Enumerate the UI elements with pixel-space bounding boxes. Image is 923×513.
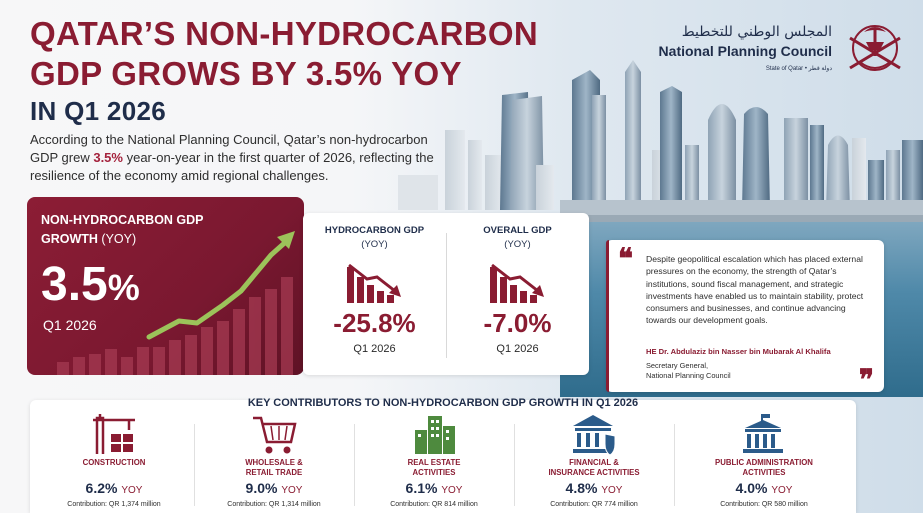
contributor-name-2: ACTIVITIES: [742, 468, 786, 477]
contributors-title: KEY CONTRIBUTORS TO NON-HYDROCARBON GDP …: [247, 397, 639, 409]
main-metric-title: NON-HYDROCARBON GDP GROWTH (YOY): [41, 211, 211, 249]
quote-role: Secretary General, National Planning Cou…: [646, 361, 731, 381]
logo-state-text: State of Qatar • دولة قطر: [765, 66, 832, 72]
contributor-name: CONSTRUCTION: [34, 458, 194, 468]
quote-speaker: HE Dr. Abdulaziz bin Nasser bin Mubarak …: [646, 347, 831, 356]
contributor-value: 9.0% YOY: [194, 480, 354, 496]
quote-card: ❝ Despite geopolitical escalation which …: [606, 240, 884, 396]
contributor-divider: [354, 424, 355, 506]
overall-gdp-metric: OVERALL GDP (YOY) -7.0% Q1 2026: [446, 213, 589, 375]
metric-value: -7.0%: [483, 308, 552, 338]
side-metrics-card: HYDROCARBON GDP (YOY) -25.8% Q1 2026 OVE…: [303, 213, 589, 375]
main-metric-title-2: GROWTH: [41, 232, 102, 246]
shopping-cart-icon: [253, 416, 297, 454]
contributor-yoy: YOY: [441, 485, 463, 496]
main-metric-yoy: (YOY): [101, 232, 137, 246]
contributor-divider: [514, 424, 515, 506]
bank-shield-icon: [573, 415, 616, 456]
government-building-icon: [743, 414, 783, 453]
declining-bar-chart-icon: [347, 263, 401, 303]
npc-logo: المجلس الوطني للتخطيط National Planning …: [659, 18, 912, 82]
title-line-3: IN Q1 2026: [30, 96, 166, 126]
intro-text-1: According to the National Planning Counc…: [30, 132, 428, 165]
quote-accent-bar: [606, 240, 609, 392]
intro-paragraph: According to the National Planning Counc…: [30, 131, 450, 185]
growth-arrow-chart-icon: [57, 231, 295, 375]
main-metric-title-1: NON-HYDROCARBON GDP: [41, 213, 204, 227]
contributor-value: 6.1% YOY: [354, 480, 514, 496]
contributor-number: 6.2%: [85, 480, 118, 496]
contributor-amount: Contribution: QR 814 million: [390, 501, 478, 508]
contributor-name-1: FINANCIAL &: [569, 458, 619, 467]
metric-value: -25.8%: [333, 308, 416, 338]
metric-period: Q1 2026: [496, 343, 539, 355]
metric-divider: [446, 233, 447, 358]
quote-text: Despite geopolitical escalation which ha…: [646, 254, 864, 326]
page-title: QATAR’S NON-HYDROCARBON GDP GROWS BY 3.5…: [30, 14, 538, 128]
metric-sub: (YOY): [504, 239, 531, 250]
contributor-name-2: INSURANCE ACTIVITIES: [548, 468, 640, 477]
quote-role-line-2: National Planning Council: [646, 371, 731, 380]
contributor-name-1: REAL ESTATE: [407, 458, 461, 467]
key-contributors-panel: KEY CONTRIBUTORS TO NON-HYDROCARBON GDP …: [30, 397, 856, 513]
main-metric-number: 3.5: [41, 258, 108, 311]
contributor-value: 4.0% YOY: [684, 480, 844, 496]
hydrocarbon-gdp-metric: HYDROCARBON GDP (YOY) -25.8% Q1 2026: [303, 213, 446, 375]
contributor-name-2: ACTIVITIES: [412, 468, 456, 477]
contributor-wholesale-retail: WHOLESALE & RETAIL TRADE 9.0% YOY Contrib…: [194, 400, 354, 513]
contributor-yoy: YOY: [281, 485, 303, 496]
contributor-financial-insurance: FINANCIAL & INSURANCE ACTIVITIES 4.8% YOY…: [514, 400, 674, 513]
title-line-1: QATAR’S NON-HYDROCARBON: [30, 15, 538, 52]
non-hydrocarbon-growth-card: NON-HYDROCARBON GDP GROWTH (YOY) 3.5% Q1…: [27, 197, 304, 375]
contributor-yoy: YOY: [601, 485, 623, 496]
declining-bar-chart-icon: [490, 263, 544, 303]
contributor-value: 6.2% YOY: [34, 480, 194, 496]
intro-text-2: year-on-year in the first quarter of 202…: [30, 150, 434, 183]
metric-title: OVERALL GDP: [483, 225, 552, 236]
contributor-real-estate: REAL ESTATE ACTIVITIES 6.1% YOY Contribut…: [354, 400, 514, 513]
contributor-name: WHOLESALE & RETAIL TRADE: [194, 458, 354, 478]
contributor-name-1: CONSTRUCTION: [82, 458, 146, 467]
contributor-number: 9.0%: [245, 480, 278, 496]
contributor-name-2: RETAIL TRADE: [245, 468, 303, 477]
contributor-amount: Contribution: QR 1,374 million: [67, 501, 161, 508]
metric-title: HYDROCARBON GDP: [324, 225, 425, 236]
contributor-public-administration: PUBLIC ADMINISTRATION ACTIVITIES 4.0% YOY…: [684, 400, 844, 513]
main-metric-value: 3.5%: [41, 257, 140, 312]
contributor-amount: Contribution: QR 1,314 million: [227, 501, 321, 508]
qatar-emblem-icon: [849, 25, 901, 71]
contributor-amount: Contribution: QR 580 million: [720, 501, 808, 508]
close-quote-icon: ❞: [858, 363, 874, 396]
intro-highlight: 3.5%: [93, 150, 123, 165]
contributor-divider: [194, 424, 195, 506]
contributor-number: 4.0%: [735, 480, 768, 496]
main-metric-period: Q1 2026: [43, 317, 97, 333]
contributor-name: REAL ESTATE ACTIVITIES: [354, 458, 514, 478]
open-quote-icon: ❝: [618, 242, 634, 275]
contributor-name: PUBLIC ADMINISTRATION ACTIVITIES: [684, 458, 844, 478]
logo-arabic-text: المجلس الوطني للتخطيط: [681, 24, 832, 40]
contributor-name-1: WHOLESALE &: [245, 458, 303, 467]
construction-crane-icon: [93, 414, 135, 454]
metric-period: Q1 2026: [353, 343, 396, 355]
quote-role-line-1: Secretary General,: [646, 361, 709, 370]
contributor-amount: Contribution: QR 774 million: [550, 501, 638, 508]
doha-skyline-image: [398, 60, 923, 223]
buildings-icon: [415, 416, 455, 454]
contributor-construction: CONSTRUCTION 6.2% YOY Contribution: QR 1…: [34, 400, 194, 513]
contributor-name: FINANCIAL & INSURANCE ACTIVITIES: [514, 458, 674, 478]
contributor-yoy: YOY: [771, 485, 793, 496]
title-line-2: GDP GROWS BY 3.5% YOY: [30, 55, 462, 92]
contributor-name-1: PUBLIC ADMINISTRATION: [715, 458, 813, 467]
contributor-number: 6.1%: [405, 480, 438, 496]
contributor-value: 4.8% YOY: [514, 480, 674, 496]
metric-sub: (YOY): [361, 239, 388, 250]
contributor-divider: [674, 424, 675, 506]
logo-english-text: National Planning Council: [658, 43, 832, 59]
main-metric-percent-sign: %: [107, 267, 140, 308]
contributor-yoy: YOY: [121, 485, 143, 496]
contributor-number: 4.8%: [565, 480, 598, 496]
